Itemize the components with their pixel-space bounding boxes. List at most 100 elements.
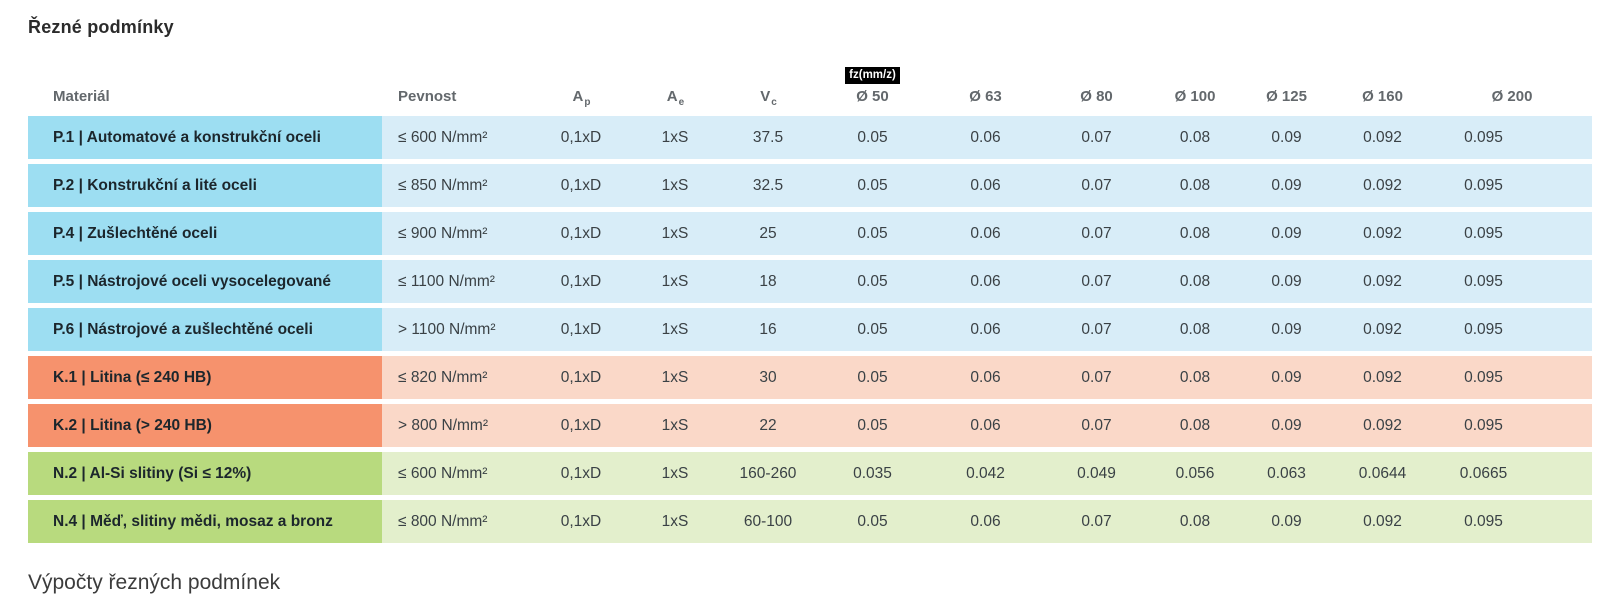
fz-cell-d125: 0.09	[1240, 116, 1333, 159]
fz-cell-d100: 0.08	[1150, 356, 1240, 399]
fz-cell-d80: 0.07	[1043, 500, 1150, 543]
strength-cell: ≤ 850 N/mm²	[382, 164, 531, 207]
col-header-ae: Ae	[631, 53, 719, 111]
fz-cell-d80: 0.07	[1043, 164, 1150, 207]
fz-cell-d200: 0.095	[1432, 356, 1592, 399]
fz-cell-d63: 0.06	[928, 356, 1043, 399]
fz-cell-d80: 0.07	[1043, 116, 1150, 159]
material-cell: K.2 | Litina (> 240 HB)	[28, 404, 382, 447]
fz-cell-d160: 0.092	[1333, 116, 1432, 159]
material-cell: P.4 | Zušlechtěné oceli	[28, 212, 382, 255]
vc-cell: 25	[719, 212, 817, 255]
table-row: P.2 | Konstrukční a lité oceli ≤ 850 N/mm…	[28, 164, 1592, 207]
material-cell: N.2 | Al-Si slitiny (Si ≤ 12%)	[28, 452, 382, 495]
vc-cell: 16	[719, 308, 817, 351]
strength-cell: ≤ 900 N/mm²	[382, 212, 531, 255]
d50-label: Ø 50	[856, 88, 889, 105]
col-header-material: Materiál	[53, 88, 110, 105]
ae-cell: 1xS	[631, 164, 719, 207]
ae-cell: 1xS	[631, 308, 719, 351]
table-row: P.4 | Zušlechtěné oceli ≤ 900 N/mm² 0,1xD 1…	[28, 212, 1592, 255]
fz-cell-d63: 0.06	[928, 116, 1043, 159]
col-header-d160: Ø 160	[1362, 88, 1403, 105]
ap-cell: 0,1xD	[531, 404, 631, 447]
fz-cell-d63: 0.06	[928, 404, 1043, 447]
ap-cell: 0,1xD	[531, 500, 631, 543]
vc-cell: 60-100	[719, 500, 817, 543]
fz-cell-d125: 0.09	[1240, 164, 1333, 207]
fz-cell-d200: 0.0665	[1432, 452, 1592, 495]
ae-cell: 1xS	[631, 500, 719, 543]
cutting-table-body: P.1 | Automatové a konstrukční oceli ≤ 60…	[28, 116, 1592, 543]
table-header: Materiál Pevnost Ap Ae Vc fz(mm/z) Ø 50 …	[28, 53, 1592, 111]
fz-cell-d100: 0.08	[1150, 260, 1240, 303]
fz-cell-d160: 0.092	[1333, 500, 1432, 543]
col-header-d50: fz(mm/z) Ø 50	[817, 53, 928, 111]
table-row: N.4 | Měď, slitiny mědi, mosaz a bronz ≤ …	[28, 500, 1592, 543]
fz-cell-d125: 0.09	[1240, 500, 1333, 543]
fz-cell-d63: 0.06	[928, 308, 1043, 351]
fz-cell-d100: 0.08	[1150, 116, 1240, 159]
material-cell: P.6 | Nástrojové a zušlechtěné oceli	[28, 308, 382, 351]
strength-cell: ≤ 800 N/mm²	[382, 500, 531, 543]
ae-cell: 1xS	[631, 452, 719, 495]
fz-cell-d63: 0.06	[928, 164, 1043, 207]
ap-label: A	[572, 88, 584, 105]
fz-unit-badge: fz(mm/z)	[845, 67, 900, 84]
col-header-d200: Ø 200	[1491, 88, 1533, 105]
fz-cell-d125: 0.09	[1240, 356, 1333, 399]
fz-cell-d100: 0.08	[1150, 164, 1240, 207]
ap-subscript: p	[584, 97, 591, 108]
vc-cell: 37.5	[719, 116, 817, 159]
page-title: Řezné podmínky	[28, 17, 174, 37]
table-row: P.5 | Nástrojové oceli vysocelegované ≤ 1…	[28, 260, 1592, 303]
vc-cell: 32.5	[719, 164, 817, 207]
fz-cell-d200: 0.095	[1432, 404, 1592, 447]
strength-cell: ≤ 1100 N/mm²	[382, 260, 531, 303]
ap-cell: 0,1xD	[531, 212, 631, 255]
fz-cell-d63: 0.06	[928, 500, 1043, 543]
fz-cell-d80: 0.07	[1043, 260, 1150, 303]
fz-cell-d125: 0.063	[1240, 452, 1333, 495]
fz-cell-d50: 0.05	[817, 116, 928, 159]
fz-cell-d200: 0.095	[1432, 212, 1592, 255]
ae-subscript: e	[678, 97, 685, 108]
fz-cell-d160: 0.092	[1333, 164, 1432, 207]
vc-cell: 22	[719, 404, 817, 447]
fz-cell-d100: 0.08	[1150, 308, 1240, 351]
vc-label: V	[760, 88, 771, 105]
ae-cell: 1xS	[631, 356, 719, 399]
fz-cell-d125: 0.09	[1240, 404, 1333, 447]
fz-cell-d63: 0.06	[928, 212, 1043, 255]
fz-cell-d160: 0.092	[1333, 260, 1432, 303]
ap-cell: 0,1xD	[531, 164, 631, 207]
material-cell: P.1 | Automatové a konstrukční oceli	[28, 116, 382, 159]
fz-cell-d50: 0.05	[817, 212, 928, 255]
ap-cell: 0,1xD	[531, 260, 631, 303]
col-header-ap: Ap	[531, 53, 631, 111]
fz-cell-d80: 0.07	[1043, 404, 1150, 447]
vc-cell: 160-260	[719, 452, 817, 495]
fz-cell-d80: 0.07	[1043, 356, 1150, 399]
fz-cell-d50: 0.05	[817, 164, 928, 207]
material-cell: P.5 | Nástrojové oceli vysocelegované	[28, 260, 382, 303]
ap-cell: 0,1xD	[531, 356, 631, 399]
fz-cell-d200: 0.095	[1432, 500, 1592, 543]
fz-cell-d160: 0.092	[1333, 308, 1432, 351]
ap-cell: 0,1xD	[531, 308, 631, 351]
table-row: K.1 | Litina (≤ 240 HB) ≤ 820 N/mm² 0,1xD 1…	[28, 356, 1592, 399]
fz-cell-d100: 0.08	[1150, 404, 1240, 447]
col-header-vc: Vc	[719, 53, 817, 111]
ae-cell: 1xS	[631, 404, 719, 447]
strength-cell: > 800 N/mm²	[382, 404, 531, 447]
table-row: N.2 | Al-Si slitiny (Si ≤ 12%) ≤ 600 N/mm…	[28, 452, 1592, 495]
material-cell: P.2 | Konstrukční a lité oceli	[28, 164, 382, 207]
fz-cell-d160: 0.0644	[1333, 452, 1432, 495]
table-row: P.6 | Nástrojové a zušlechtěné oceli > 11…	[28, 308, 1592, 351]
vc-cell: 30	[719, 356, 817, 399]
fz-cell-d63: 0.06	[928, 260, 1043, 303]
fz-cell-d200: 0.095	[1432, 260, 1592, 303]
strength-cell: > 1100 N/mm²	[382, 308, 531, 351]
ae-cell: 1xS	[631, 116, 719, 159]
fz-cell-d125: 0.09	[1240, 212, 1333, 255]
